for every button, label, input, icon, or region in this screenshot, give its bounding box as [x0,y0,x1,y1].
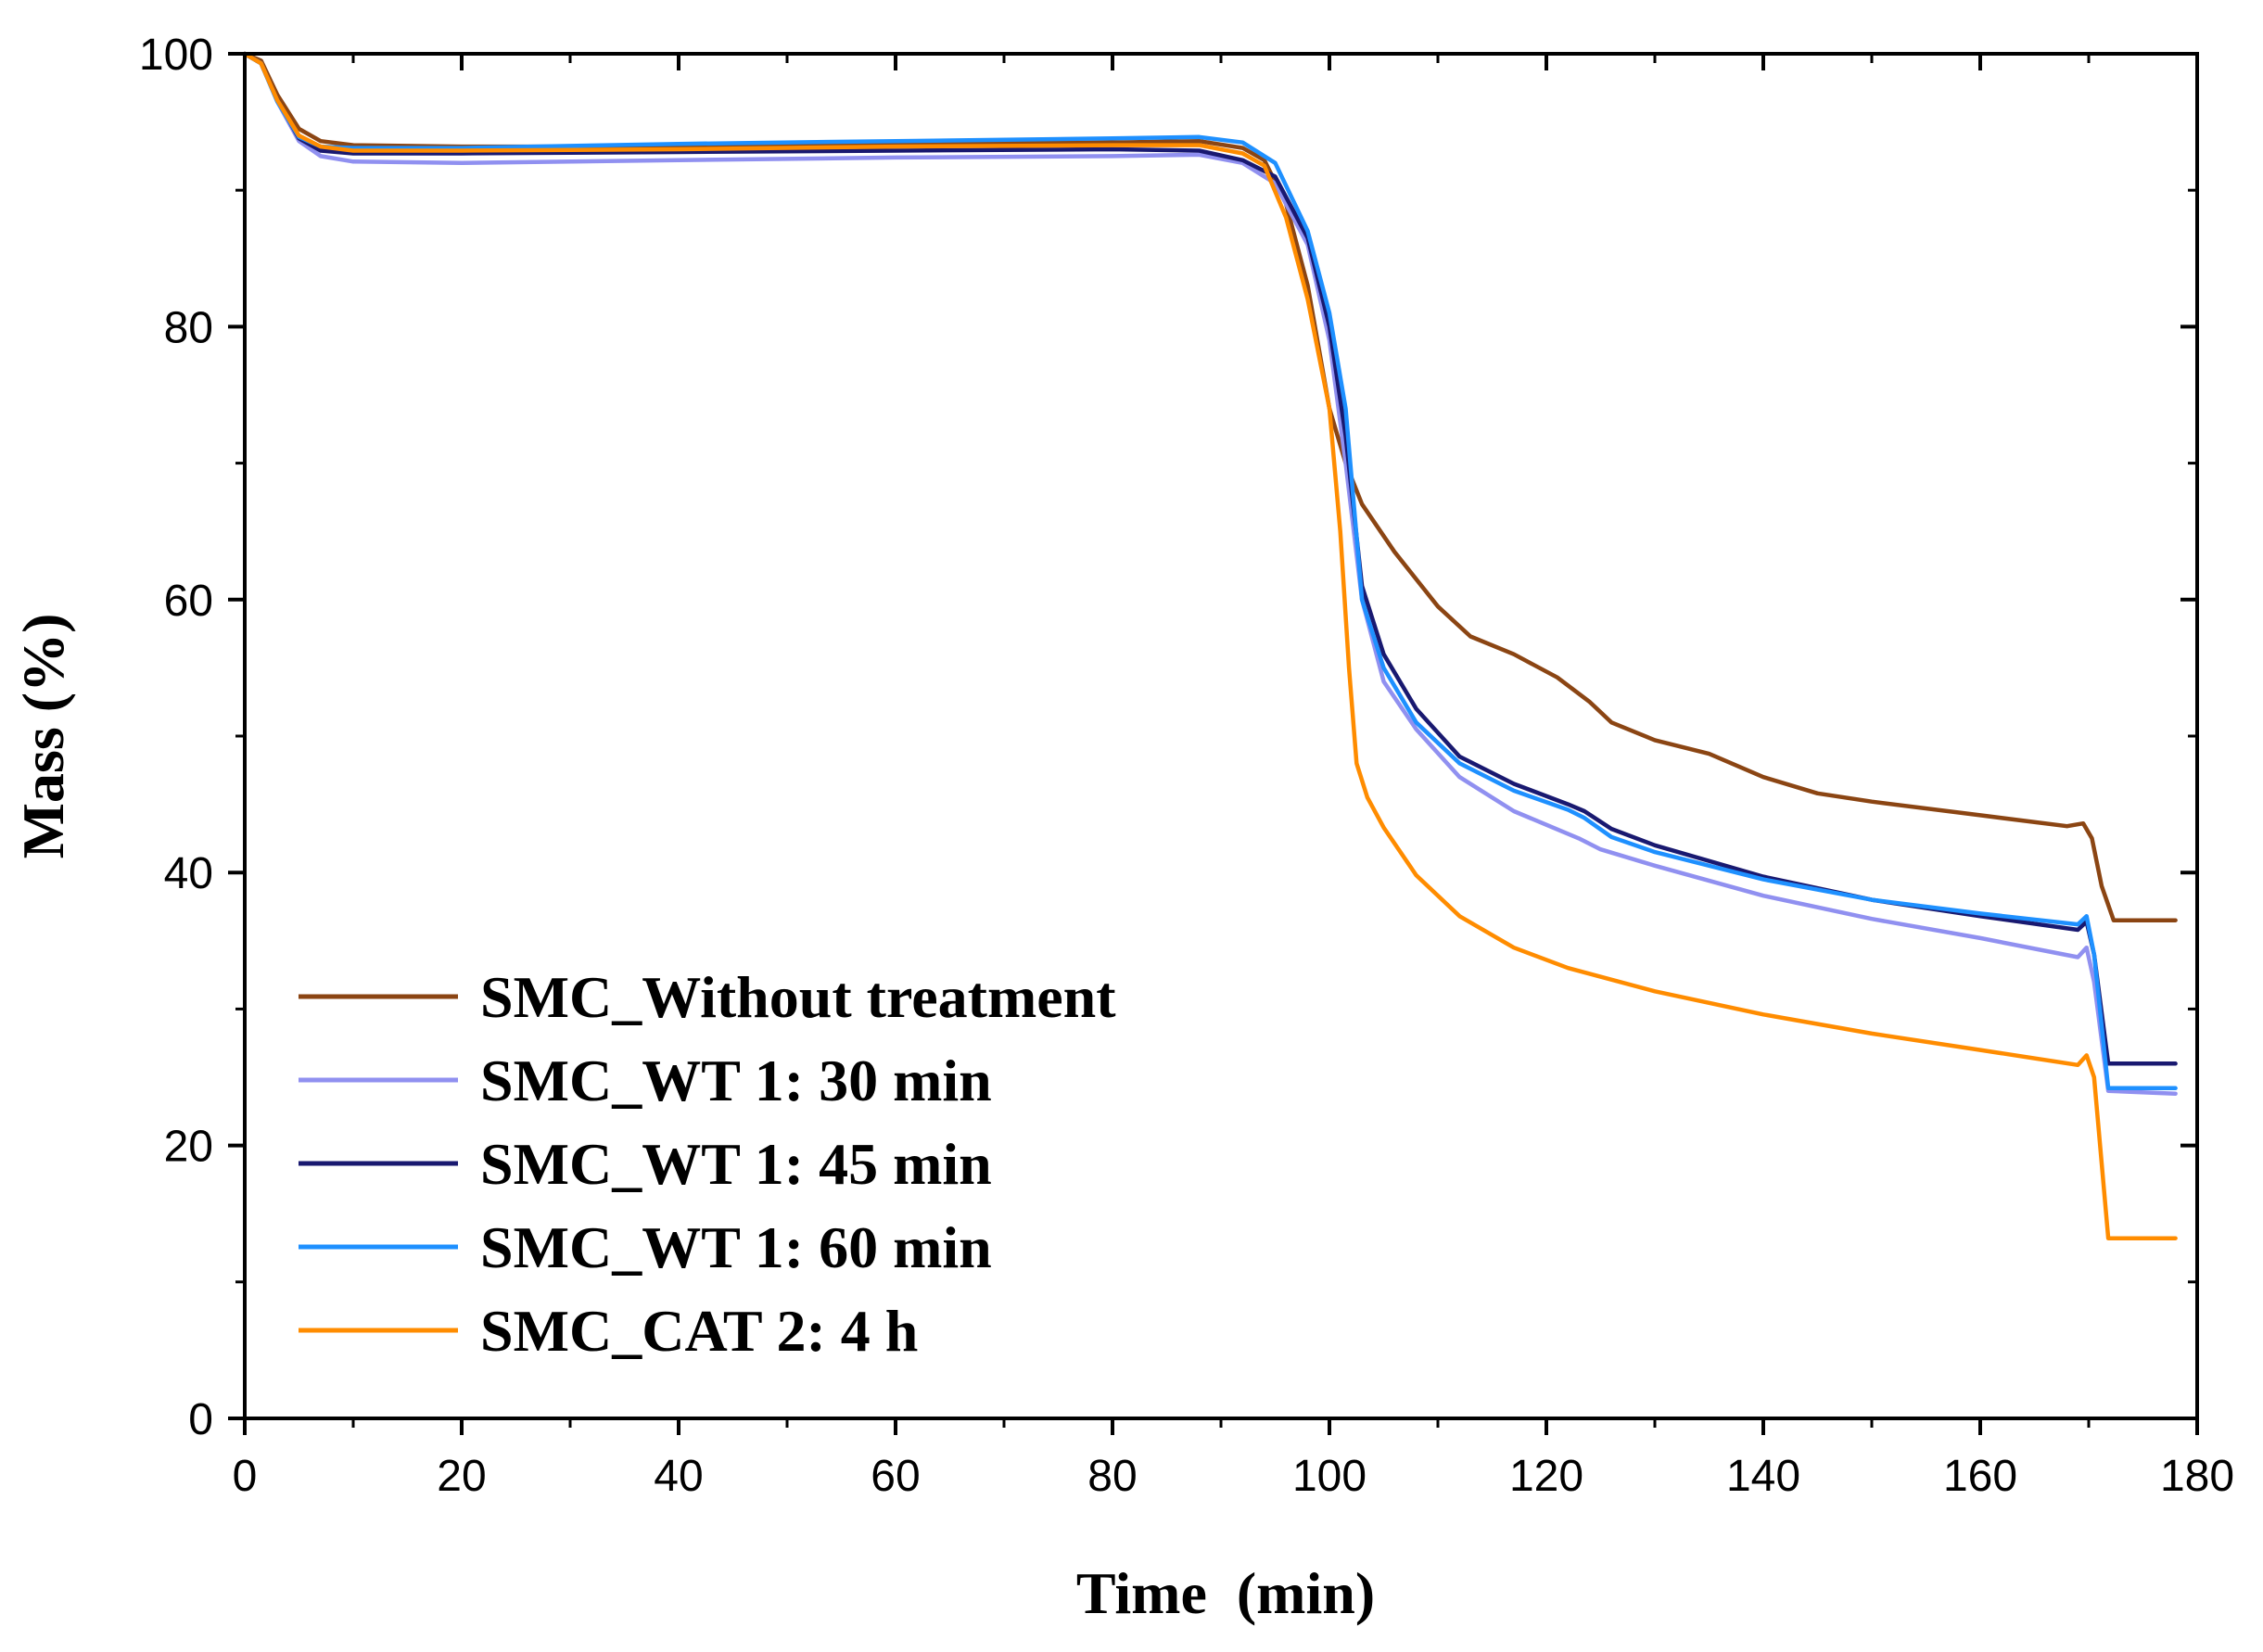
legend-label-smc-wt-1-30-min: SMC_WT 1: 30 min [480,1048,992,1113]
legend-label-smc-without-treatment: SMC_Without treatment [480,964,1116,1030]
y-tick-label-80: 80 [164,303,213,352]
legend-label-smc-wt-1-60-min: SMC_WT 1: 60 min [480,1214,992,1280]
x-axis-title: Time (min) [1076,1560,1375,1626]
series-line-smc-wt-1-30-min [242,51,2178,1096]
y-tick-label-40: 40 [164,849,213,898]
y-tick-label-100: 100 [139,31,213,80]
series-group [242,51,2178,1240]
x-tick-label-140: 140 [1726,1452,1800,1501]
x-tick-label-80: 80 [1087,1452,1137,1501]
legend-label-smc-cat-2-4-h: SMC_CAT 2: 4 h [480,1298,918,1364]
series-line-smc-wt-1-60-min [242,51,2178,1091]
y-axis-title: Mass (%) [10,614,76,859]
series-line-smc-cat-2-4-h [242,51,2178,1240]
legend: SMC_Without treatment SMC_WT 1: 30 min SMC… [299,964,1116,1364]
x-tick-label-0: 0 [233,1452,258,1501]
y-tick-label-20: 20 [164,1123,213,1172]
x-tick-label-180: 180 [2160,1452,2234,1501]
axes-group: 0 20 40 60 80 100 120 140 160 180 0 20 40 60 80 100 [139,31,2234,1501]
x-tick-label-60: 60 [871,1452,920,1501]
x-tick-label-20: 20 [437,1452,486,1501]
x-tick-label-120: 120 [1509,1452,1583,1501]
series-line-smc-without-treatment [242,51,2178,922]
x-tick-label-160: 160 [1943,1452,2017,1501]
legend-label-smc-wt-1-45-min: SMC_WT 1: 45 min [480,1131,992,1197]
x-tick-label-40: 40 [654,1452,703,1501]
y-tick-label-0: 0 [188,1395,213,1444]
x-tick-label-100: 100 [1292,1452,1367,1501]
y-tick-label-60: 60 [164,577,213,626]
series-line-smc-wt-1-45-min [242,51,2178,1066]
